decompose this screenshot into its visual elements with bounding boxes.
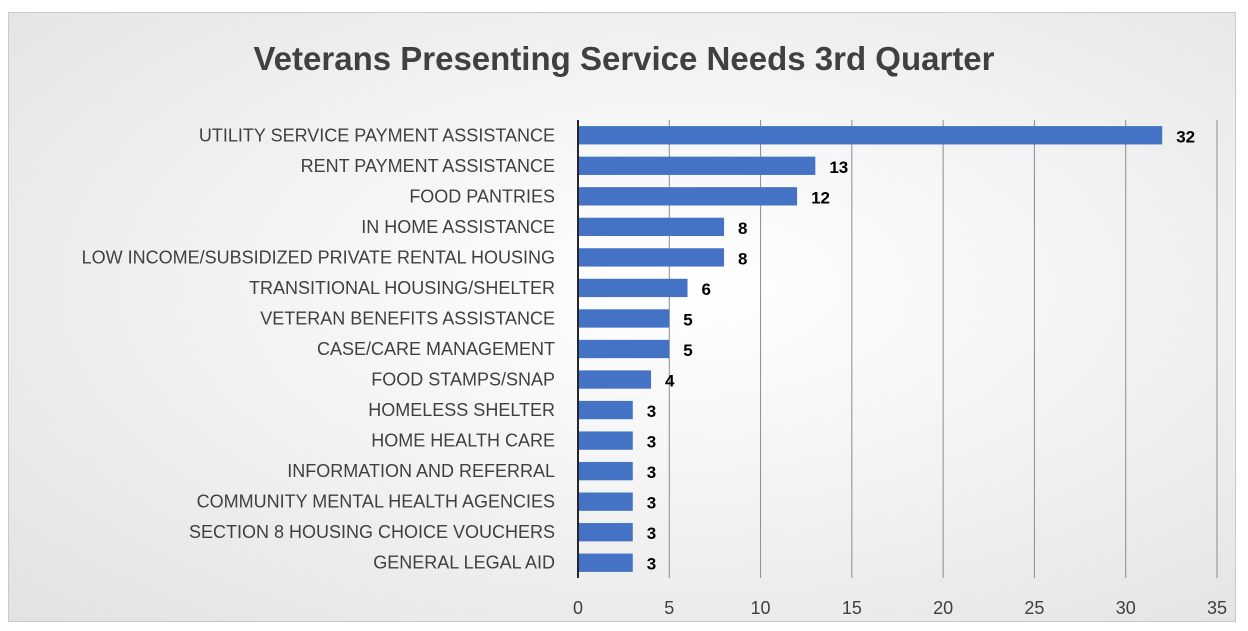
category-label: GENERAL LEGAL AID [373,553,555,573]
data-label: 5 [683,310,692,329]
category-label: HOMELESS SHELTER [368,400,555,420]
x-tick-label: 15 [842,598,862,618]
data-label: 3 [647,402,656,421]
x-tick-label: 0 [573,598,583,618]
data-label: 32 [1176,127,1195,146]
data-label: 8 [738,249,747,268]
category-label: VETERAN BENEFITS ASSISTANCE [260,308,555,328]
bar [578,339,670,359]
bar [578,400,633,420]
x-tick-label: 10 [751,598,771,618]
category-labels: UTILITY SERVICE PAYMENT ASSISTANCE RENT P… [82,125,555,572]
category-label: FOOD PANTRIES [409,186,555,206]
bar [578,217,725,237]
bar [578,431,633,450]
data-label: 3 [647,494,656,513]
category-label: IN HOME ASSISTANCE [361,217,555,237]
category-label: COMMUNITY MENTAL HEALTH AGENCIES [197,492,555,512]
bar [578,156,816,175]
bar [578,126,1163,145]
bar [578,370,652,389]
data-label: 3 [647,433,656,452]
bar [578,278,688,298]
category-label: SECTION 8 HOUSING CHOICE VOUCHERS [189,522,555,542]
category-label: INFORMATION AND REFERRAL [287,461,555,481]
data-label: 13 [829,158,848,177]
bar [578,248,725,267]
data-label: 4 [665,372,675,391]
bar [578,492,633,511]
category-label: HOME HEALTH CARE [371,431,555,451]
category-label: TRANSITIONAL HOUSING/SHELTER [249,278,555,298]
chart-title: Veterans Presenting Service Needs 3rd Qu… [253,40,995,77]
data-label: 12 [811,188,830,207]
data-label: 3 [647,463,656,482]
bar [578,461,633,481]
x-tick-label: 25 [1024,598,1044,618]
category-label: LOW INCOME/SUBSIDIZED PRIVATE RENTAL HOU… [82,247,555,267]
x-tick-labels: 0 5 10 15 20 25 30 35 [573,598,1227,618]
bar [578,309,670,328]
x-tick-label: 5 [664,598,674,618]
bar [578,523,633,542]
data-label: 5 [683,341,692,360]
data-label: 8 [738,219,747,238]
category-label: FOOD STAMPS/SNAP [371,370,555,390]
x-tick-label: 20 [933,598,953,618]
category-label: RENT PAYMENT ASSISTANCE [301,156,555,176]
data-label: 3 [647,555,656,574]
bar [578,553,633,572]
data-label: 6 [702,280,711,299]
category-label: UTILITY SERVICE PAYMENT ASSISTANCE [199,125,555,145]
x-tick-label: 35 [1207,598,1227,618]
data-label: 3 [647,524,656,543]
category-label: CASE/CARE MANAGEMENT [317,339,555,359]
bar [578,187,798,206]
x-tick-label: 30 [1116,598,1136,618]
bars [578,126,1163,572]
